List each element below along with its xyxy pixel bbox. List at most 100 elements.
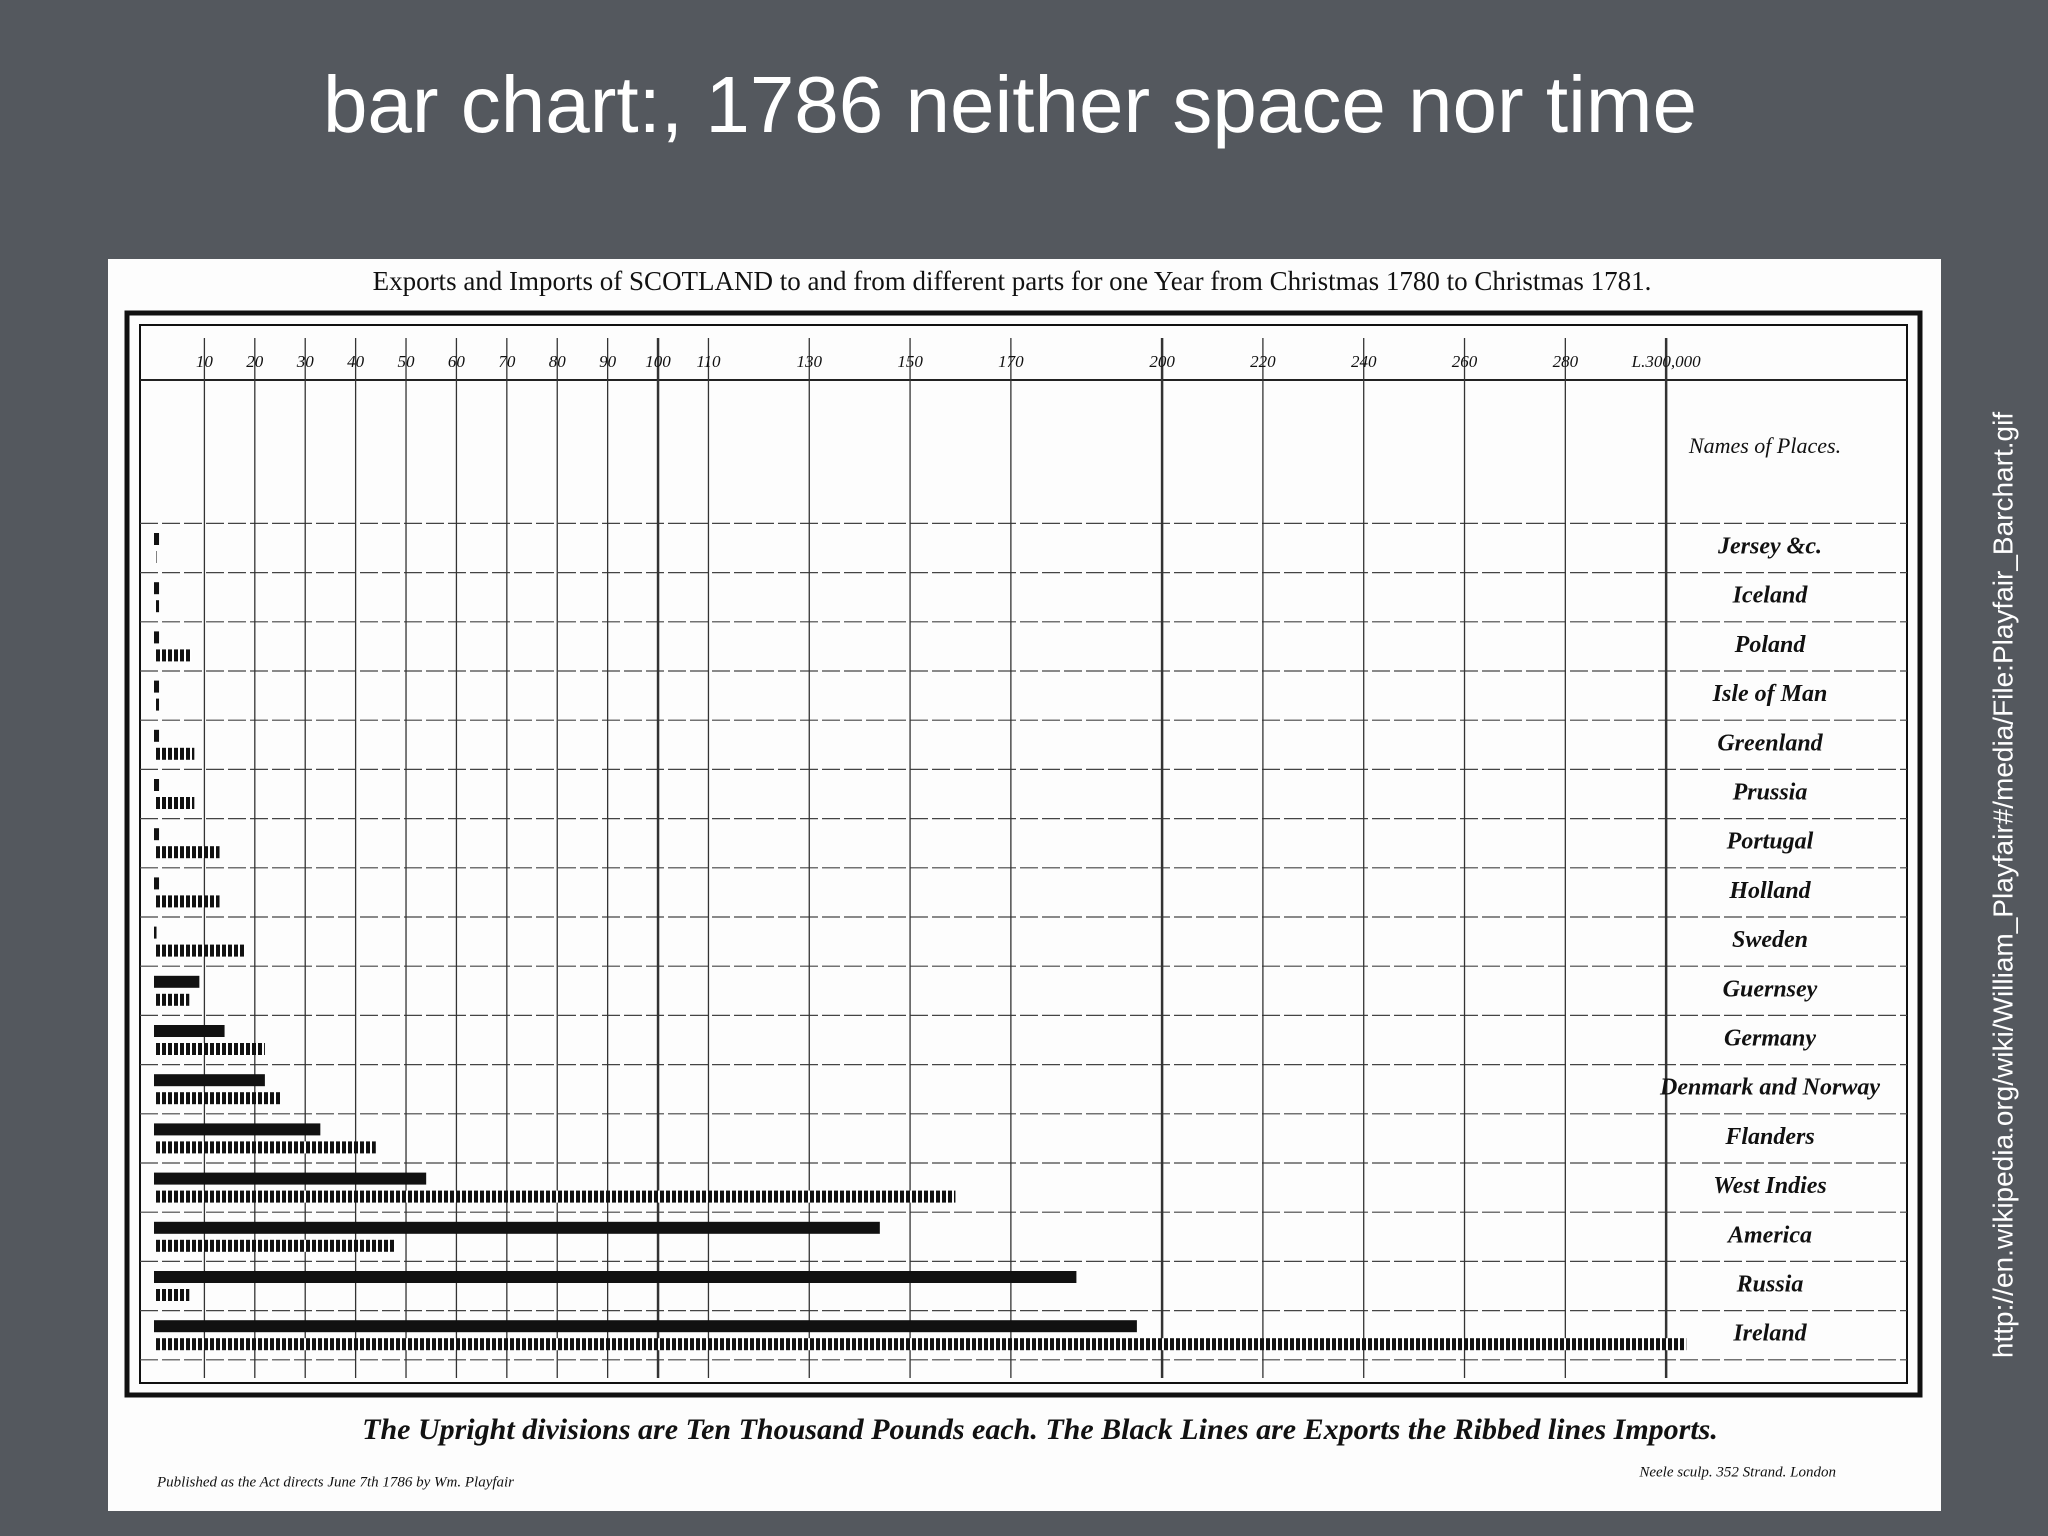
label-bg [1675,581,1865,614]
bar [154,895,220,908]
x-tick-label: L.300,000 [1631,352,1701,371]
x-tick-label: 10 [196,352,214,371]
chart-image [108,259,1941,1511]
bar [154,975,200,988]
x-tick-label: 110 [696,352,721,371]
category-label: Guernsey [1723,976,1818,1002]
bar [154,797,195,809]
bar [154,551,157,563]
x-tick-label: 260 [1452,352,1478,371]
x-tick-label: 30 [296,352,315,371]
bar [154,1190,956,1203]
bar [154,680,160,693]
chart-note: The Upright divisions are Ten Thousand P… [362,1413,1718,1446]
bar [154,631,160,644]
bar [154,533,160,545]
x-tick-label: 150 [897,352,923,371]
category-label: Holland [1728,878,1811,904]
bar [154,1025,225,1037]
category-label: Denmark and Norway [1659,1075,1880,1101]
bar [154,1074,265,1087]
bar [154,944,245,957]
bar [154,1123,321,1136]
x-tick-label: 40 [347,352,365,371]
category-label: America [1726,1222,1812,1248]
x-tick-label: 170 [998,352,1024,371]
category-label: Ireland [1732,1321,1807,1347]
label-bg [1675,1171,1865,1204]
y-axis-label: Names of Places. [1688,433,1841,458]
bar [154,1141,376,1154]
label-bg [1675,1319,1865,1352]
x-tick-label: 80 [549,352,567,371]
bar [154,649,192,662]
label-bg [1675,679,1865,712]
x-tick-label: 200 [1149,352,1175,371]
imprint-right: Neele sculp. 352 Strand. London [1638,1464,1836,1480]
label-bg [1675,974,1865,1007]
x-tick-label: 280 [1553,352,1579,371]
x-tick-label: 50 [398,352,416,371]
category-label: Portugal [1726,829,1814,855]
outer-frame [124,310,1923,1398]
x-tick-label: 220 [1250,352,1276,371]
label-bg [1675,778,1865,810]
category-label: West Indies [1713,1173,1827,1199]
bar [154,993,190,1006]
bar [154,877,160,890]
label-bg [1675,532,1865,564]
label-bg [1675,1270,1865,1302]
category-label: Sweden [1732,927,1808,953]
label-bg [1675,876,1865,909]
bar [154,828,160,841]
category-label: Greenland [1717,730,1823,756]
bar [154,1271,1077,1283]
x-tick-label: 90 [599,352,617,371]
bar [154,582,160,595]
source-url: http://en.wikipedia.org/wiki/William_Pla… [1987,412,2018,1358]
x-tick-label: 130 [797,352,823,371]
bar [154,779,160,791]
bar [154,926,157,939]
label-bg [1675,925,1865,958]
bar [154,729,160,742]
slide-title: bar chart:, 1786 neither space nor time [323,60,1697,149]
bar [154,1221,880,1234]
category-label: Poland [1734,632,1807,658]
bar [154,698,160,711]
x-tick-label: 70 [498,352,516,371]
bar [154,1043,265,1055]
chart-title: Exports and Imports of SCOTLAND to and f… [373,266,1652,296]
label-bg [1675,1220,1865,1253]
category-label: Russia [1736,1272,1804,1298]
label-bg [1675,1024,1865,1056]
bar [154,1239,396,1252]
label-bg [1675,1122,1865,1155]
x-tick-label: 100 [645,352,671,371]
category-label: Iceland [1732,583,1809,609]
bar [154,600,160,613]
x-tick-label: 20 [246,352,264,371]
bar [154,1289,190,1301]
category-label: Flanders [1724,1124,1814,1150]
x-tick-label: 240 [1351,352,1377,371]
category-label: Germany [1724,1026,1816,1052]
x-tick-label: 60 [448,352,466,371]
bar [154,846,220,859]
bar [154,1092,281,1105]
label-bg [1675,630,1865,663]
category-label: Isle of Man [1712,681,1828,707]
plot: 10 20 30 40 50 60 70 80 90 100 110 130 150 170 200 220 2… [140,338,1907,1378]
bar [154,747,195,760]
bar [154,1320,1137,1333]
label-bg [1675,827,1865,860]
category-label: Jersey &c. [1717,534,1822,560]
label-bg [1675,1073,1865,1106]
inner-frame [139,324,1908,1384]
category-label: Prussia [1732,780,1808,806]
bar [154,1338,1687,1351]
imprint-left: Published as the Act directs June 7th 17… [156,1474,514,1490]
bar [154,1172,427,1185]
